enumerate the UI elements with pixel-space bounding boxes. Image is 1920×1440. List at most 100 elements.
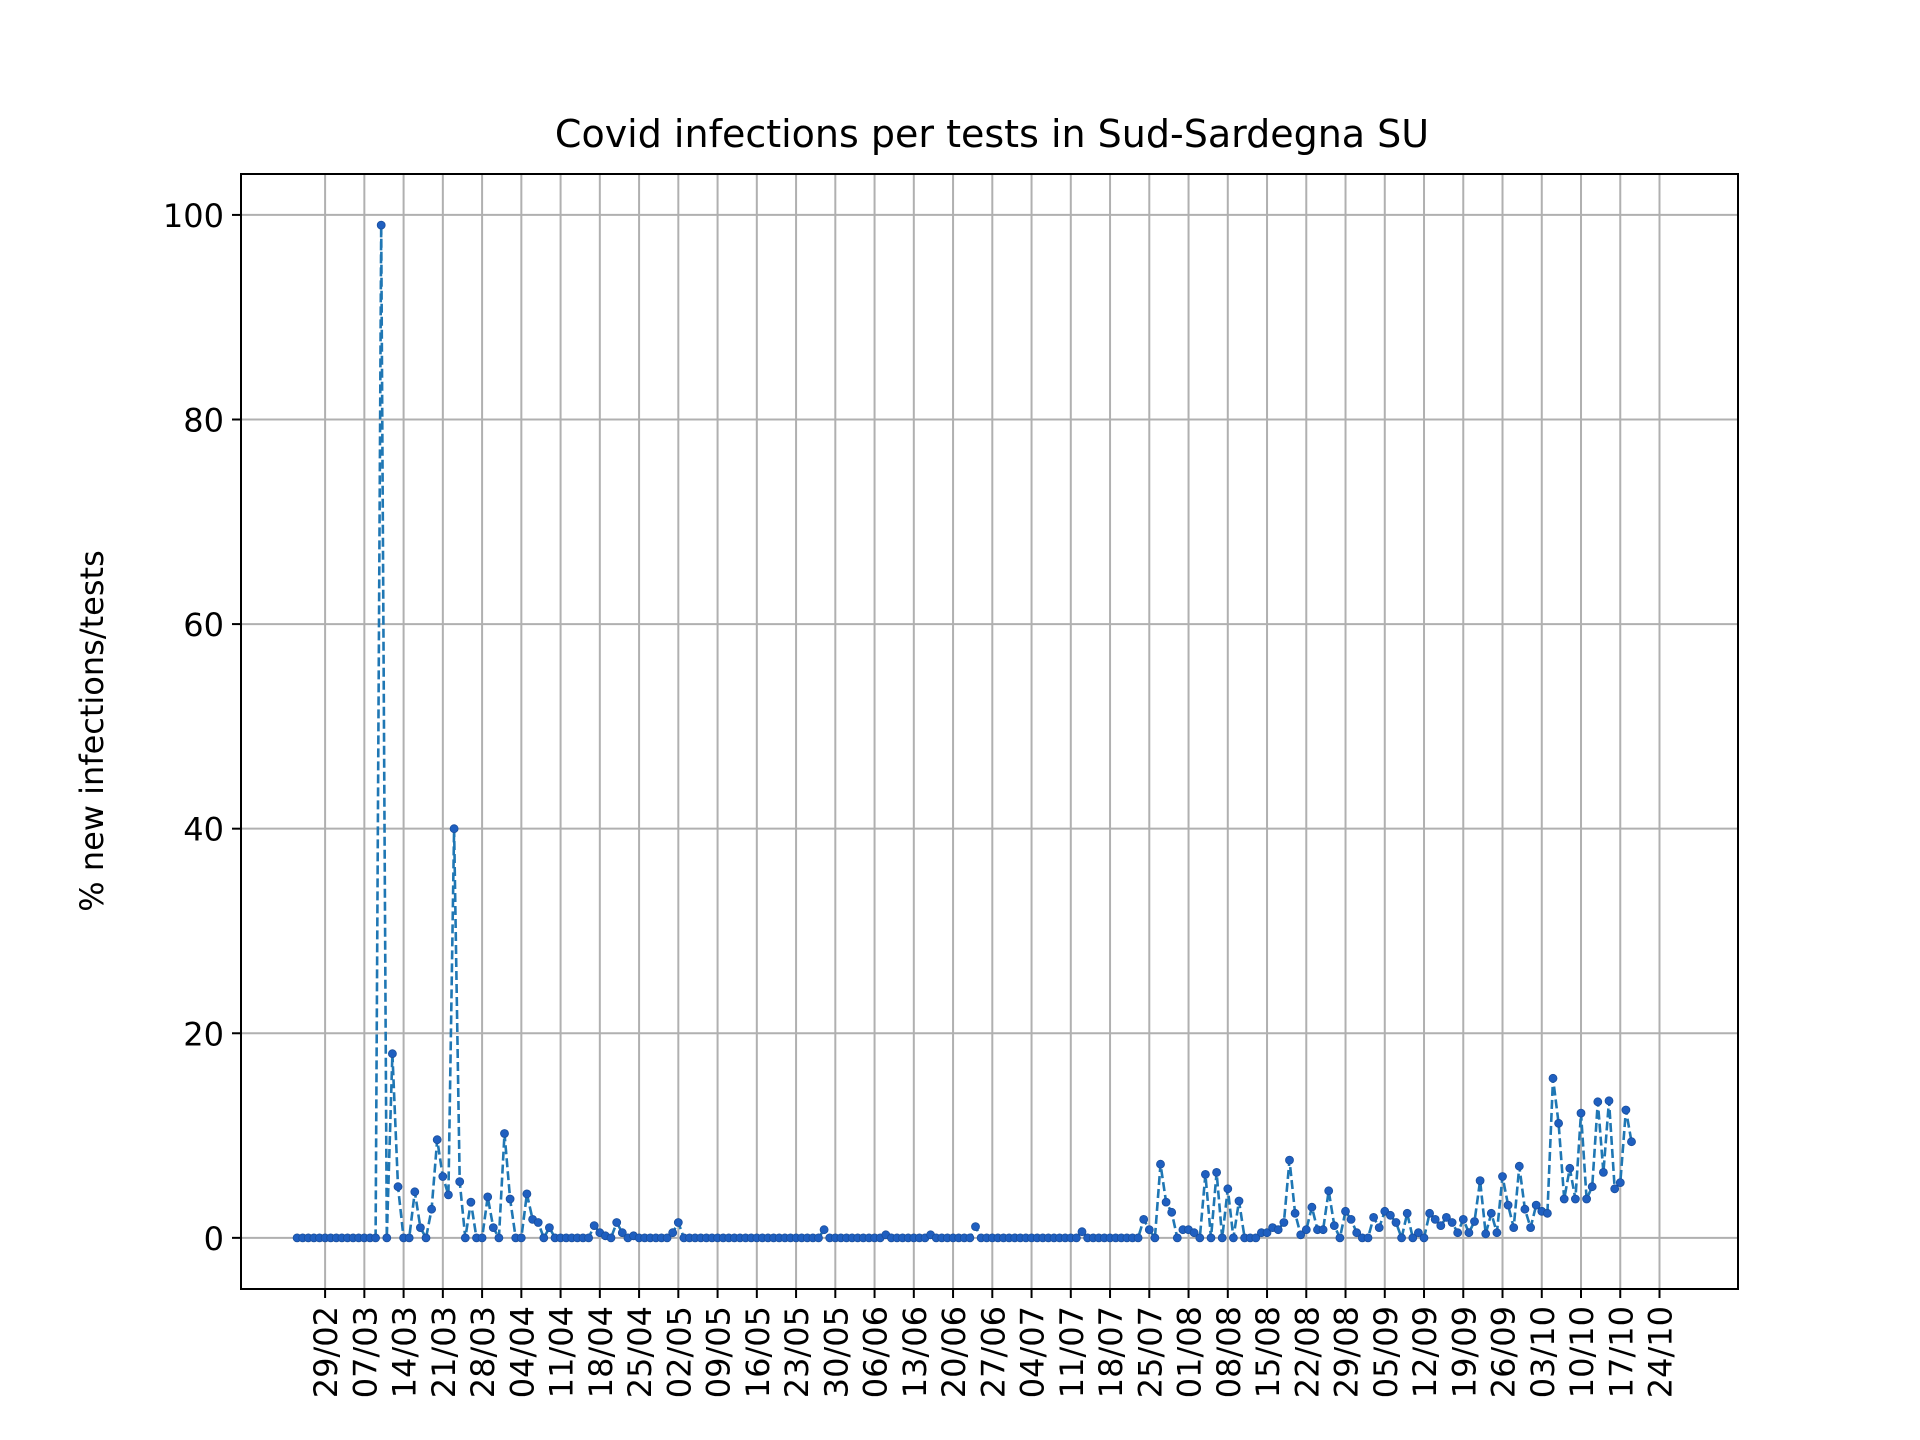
data-point [382,1233,392,1243]
data-point [1223,1184,1233,1194]
data-point [1234,1196,1244,1206]
data-point [1414,1228,1423,1238]
data-point [1425,1208,1434,1218]
data-point [1599,1168,1608,1177]
x-tick-label: 17/10 [1602,1306,1640,1398]
data-point [1587,1182,1597,1192]
data-point [1492,1228,1502,1238]
data-point [1548,1073,1558,1083]
y-tick-label: 60 [183,606,224,644]
data-point [1318,1225,1328,1235]
data-point [1593,1097,1603,1107]
data-point [1346,1215,1356,1224]
data-point [1273,1225,1283,1235]
data-point [1627,1137,1636,1147]
data-point [1324,1186,1334,1196]
data-point [1262,1228,1272,1238]
x-tick-label: 15/08 [1249,1306,1287,1398]
grid [241,174,1738,1289]
x-tick-label: 18/07 [1092,1306,1130,1398]
data-point [1554,1118,1563,1128]
data-point [421,1233,431,1243]
data-point [432,1135,442,1145]
data-point [971,1222,980,1231]
data-point [1206,1233,1216,1243]
data-point [1509,1223,1519,1232]
x-tick-label: 16/05 [739,1306,777,1398]
x-tick-label: 07/03 [346,1306,384,1398]
x-tick-label: 18/04 [582,1306,620,1398]
y-axis-title: % new infections/tests [73,550,111,911]
data-point [449,824,459,834]
data-point [533,1218,543,1227]
data-point [1161,1197,1171,1207]
y-tick-label: 20 [183,1015,224,1053]
data-point [1498,1172,1507,1181]
x-tick-label: 29/08 [1328,1306,1366,1398]
data-point [1229,1233,1238,1243]
x-tick-label: 26/09 [1485,1306,1523,1398]
data-point [460,1233,470,1243]
data-point [1139,1215,1149,1224]
data-point [1290,1208,1300,1218]
x-tick-label: 20/06 [935,1306,973,1398]
data-point [965,1233,975,1243]
data-point [1386,1210,1395,1220]
data-point [819,1225,829,1235]
data-point [539,1233,549,1243]
data-point [1133,1233,1143,1243]
data-point [404,1233,414,1243]
x-tick-label: 11/04 [543,1306,581,1398]
data-point [376,220,386,230]
data-point [1571,1194,1580,1204]
data-point [371,1233,381,1243]
data-point [1442,1213,1451,1222]
y-axis: 0 20 40 60 80 100 [163,197,241,1258]
y-tick-label: 100 [163,197,224,235]
x-tick-label: 23/05 [778,1306,816,1398]
data-point [466,1197,476,1207]
data-point [1470,1217,1479,1226]
data-point [662,1233,672,1243]
data-point [1475,1176,1485,1185]
data-point [1582,1194,1591,1204]
data-point [1453,1228,1463,1238]
data-point [1604,1096,1614,1106]
data-point [545,1223,554,1232]
x-tick-label: 14/03 [386,1306,424,1398]
data-point [505,1194,515,1204]
data-point [1212,1168,1221,1177]
data-point [522,1189,532,1199]
x-tick-label: 28/03 [464,1306,502,1398]
x-tick-label: 08/08 [1210,1306,1248,1398]
y-tick-label: 80 [183,402,224,440]
x-tick-label: 06/06 [857,1306,895,1398]
data-point [1307,1202,1317,1212]
x-tick-label: 25/04 [621,1306,659,1398]
data-point [612,1218,622,1227]
data-point [1335,1233,1345,1243]
data-point [1610,1184,1620,1194]
data-point [1301,1225,1311,1235]
data-point [1217,1233,1227,1243]
plot-frame [240,173,1739,1290]
data-point [494,1233,504,1243]
data-point [1481,1229,1491,1239]
x-tick-label: 04/07 [1014,1306,1052,1398]
x-tick-label: 21/03 [425,1306,463,1398]
data-point [1167,1207,1177,1217]
data-point [1565,1163,1575,1173]
data-point [1526,1223,1535,1232]
data-point [1374,1223,1384,1232]
data-point [455,1177,465,1186]
data-point [1352,1228,1362,1238]
data-point [1189,1228,1199,1238]
data-point [483,1192,493,1202]
data-point [1503,1200,1513,1210]
x-tick-label: 19/09 [1445,1306,1483,1398]
data-point [1201,1170,1210,1179]
data-point [1072,1233,1081,1243]
data-point [1514,1161,1524,1171]
data-point [410,1187,420,1197]
